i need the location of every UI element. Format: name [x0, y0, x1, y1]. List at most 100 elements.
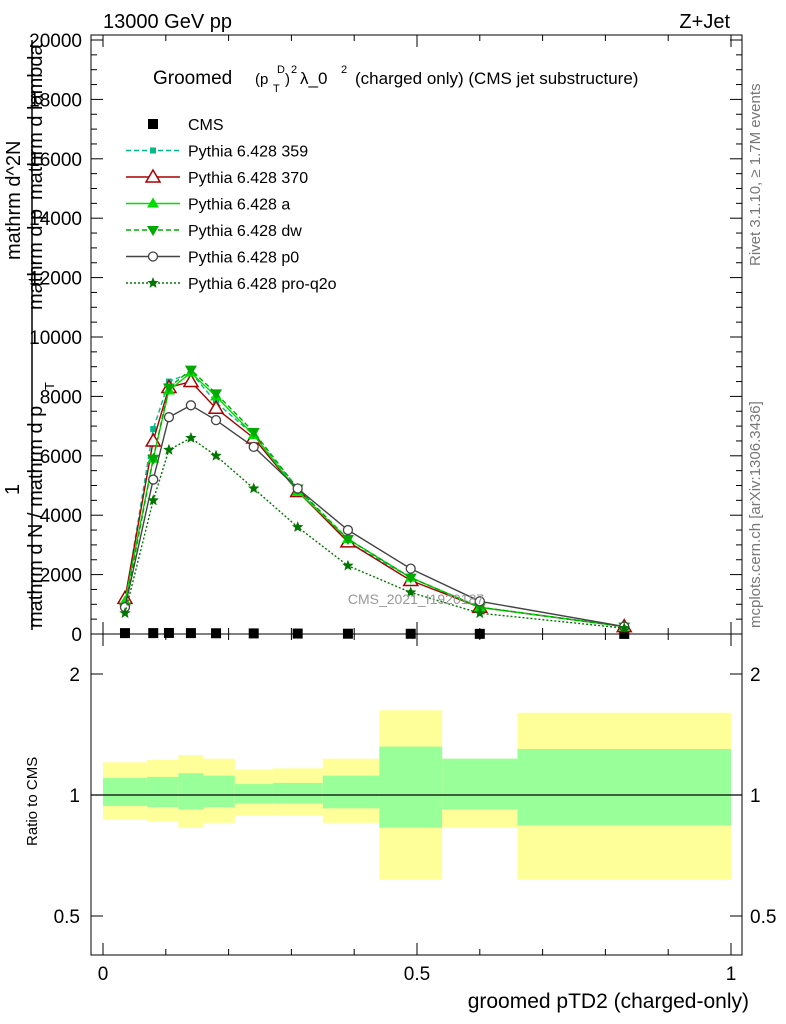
- legend-marker: [147, 197, 159, 208]
- legend-label: Pythia 6.428 pro-q2o: [188, 276, 337, 293]
- ratio-y-label: Ratio to CMS: [24, 757, 41, 846]
- ratio-band-inner: [272, 782, 323, 804]
- title-rest: (charged only) (CMS jet substructure): [355, 69, 638, 88]
- ratio-band-inner: [203, 775, 235, 808]
- data-point: [474, 607, 486, 619]
- title-close: ): [285, 71, 290, 88]
- ylabel-line-4: mathrm d^2N: [3, 141, 25, 260]
- data-point: [185, 628, 196, 639]
- y-tick-label: 18000: [29, 90, 82, 111]
- mcplots-label: mcplots.cern.ch [arXiv:1306.3436]: [747, 401, 764, 628]
- legend-label: CMS: [188, 117, 224, 134]
- data-point: [148, 628, 159, 639]
- header-right: Z+Jet: [679, 11, 730, 33]
- y-tick-label: 10000: [29, 328, 82, 349]
- ratio-band-inner: [379, 746, 443, 828]
- data-point: [292, 521, 304, 532]
- y-tick-label: 20000: [29, 31, 82, 52]
- x-tick-label: 1: [726, 964, 737, 985]
- data-point: [163, 627, 174, 638]
- ratio-y-tick-label: 2: [69, 665, 80, 686]
- data-point: [248, 441, 259, 453]
- series-0: [119, 627, 630, 639]
- legend-marker: [147, 277, 159, 288]
- y-tick-label: 16000: [29, 150, 82, 171]
- data-point: [119, 607, 131, 619]
- data-point: [207, 399, 225, 415]
- series-line: [124, 368, 625, 628]
- title-main: Groomed: [153, 68, 232, 89]
- watermark: CMS_2021_I1920187: [348, 591, 484, 607]
- data-point: [210, 389, 223, 400]
- series-line: [124, 437, 625, 629]
- ratio-band-inner: [442, 758, 518, 810]
- data-point: [210, 415, 222, 426]
- data-point: [247, 428, 260, 439]
- x-tick-label: 0.5: [404, 964, 430, 985]
- data-point: [474, 596, 485, 607]
- ylabel-line-1: 1: [2, 484, 24, 495]
- header-left: 13000 GeV pp: [103, 11, 232, 33]
- data-point: [150, 426, 157, 433]
- title-lambda: λ_0: [300, 69, 327, 88]
- data-point: [185, 432, 197, 443]
- y-tick-label: 2000: [40, 566, 82, 587]
- data-point: [162, 383, 175, 394]
- ylabel-line-2: mathrm d N / mathrm d p: [25, 406, 47, 628]
- legend-label: Pythia 6.428 p0: [188, 250, 299, 267]
- ratio-band-inner: [234, 784, 273, 804]
- legend-label: Pythia 6.428 370: [188, 170, 308, 187]
- ratio-y-tick-label: 0.5: [54, 907, 80, 928]
- y-tick-label: 0: [71, 625, 82, 646]
- rivet-label: Rivet 3.1.10, ≥ 1.7M events: [747, 84, 764, 267]
- ratio-y-tick-label-right: 1: [750, 786, 761, 807]
- legend-label: Pythia 6.428 a: [188, 197, 290, 214]
- data-point: [618, 622, 630, 633]
- data-point: [341, 534, 354, 545]
- legend: CMS Pythia 6.428 359 Pythia 6.428 370 Pythi…: [126, 117, 337, 293]
- main-axes: 0 2000 4000 6000 8000 10000 12000 14000 16000 180…: [29, 31, 742, 646]
- data-point: [342, 524, 354, 536]
- legend-marker: [144, 168, 162, 183]
- data-point: [404, 573, 417, 584]
- data-point: [405, 563, 416, 574]
- ylabel-line-6: mathrm d lambda: [25, 44, 47, 200]
- data-point: [118, 595, 131, 606]
- data-point: [248, 482, 260, 494]
- data-point: [184, 365, 197, 376]
- data-point: [182, 373, 200, 388]
- legend-marker: [148, 119, 158, 129]
- data-point: [163, 443, 175, 455]
- ratio-band-inner: [517, 749, 731, 826]
- y-tick-label: 12000: [29, 269, 82, 290]
- x-axis-label: groomed pTD2 (charged-only): [468, 990, 749, 1013]
- data-point: [148, 474, 159, 485]
- legend-marker: [147, 251, 159, 262]
- data-point: [342, 559, 354, 571]
- title-p: (p: [255, 71, 268, 88]
- main-series: [116, 365, 633, 639]
- y-axis-label: 1 mathrm d N / mathrm d p T mathrm d^2N …: [2, 40, 57, 630]
- series-line: [124, 380, 625, 628]
- x-tick-label: 0: [98, 964, 109, 985]
- y-tick-label: 6000: [40, 447, 82, 468]
- plot-title: Groomed (p D T ) 2 λ_0 2 (charged only) …: [153, 64, 638, 95]
- legend-marker: [150, 147, 156, 154]
- data-point: [163, 412, 175, 423]
- data-point: [248, 628, 259, 639]
- y-tick-label: 4000: [40, 506, 82, 527]
- ratio-y-tick-label-right: 0.5: [750, 907, 776, 928]
- series-5: [119, 400, 630, 632]
- data-point: [292, 483, 303, 494]
- series-6: [119, 432, 630, 633]
- legend-label: Pythia 6.428 359: [188, 144, 308, 161]
- data-point: [211, 628, 222, 639]
- title-sup-d: D: [277, 64, 285, 76]
- data-point: [147, 494, 159, 506]
- data-point: [405, 586, 417, 598]
- title-sub-t: T: [273, 83, 280, 95]
- title-sup-2: 2: [291, 64, 297, 76]
- ratio-band-inner: [322, 775, 380, 809]
- y-tick-label: 14000: [29, 209, 82, 230]
